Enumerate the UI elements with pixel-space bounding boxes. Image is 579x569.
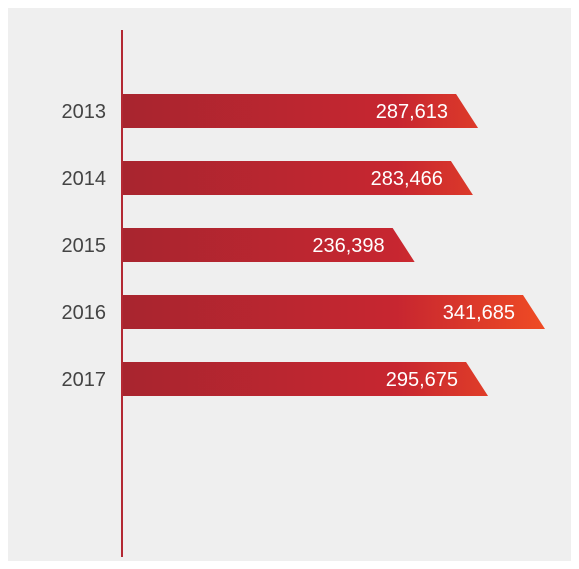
bar-2017 bbox=[122, 362, 489, 396]
labels-group: 2013 287,613 2014 283,466 2015 236,398 2016 341… bbox=[62, 101, 516, 391]
tick-label-2013: 2013 bbox=[62, 101, 107, 123]
value-label-2014: 283,466 bbox=[371, 168, 443, 190]
tick-label-2015: 2015 bbox=[62, 235, 107, 257]
tick-label-2016: 2016 bbox=[62, 302, 107, 324]
bar-2015 bbox=[122, 228, 415, 262]
value-label-2017: 295,675 bbox=[386, 369, 458, 391]
tick-label-2017: 2017 bbox=[62, 369, 107, 391]
value-label-2013: 287,613 bbox=[376, 101, 448, 123]
value-label-2015: 236,398 bbox=[312, 235, 384, 257]
bars-group bbox=[122, 94, 545, 396]
bar-2013 bbox=[122, 94, 479, 128]
tick-label-2014: 2014 bbox=[62, 168, 107, 190]
value-label-2016: 341,685 bbox=[443, 302, 515, 324]
bar-2014 bbox=[122, 161, 473, 195]
bar-2016 bbox=[122, 295, 545, 329]
